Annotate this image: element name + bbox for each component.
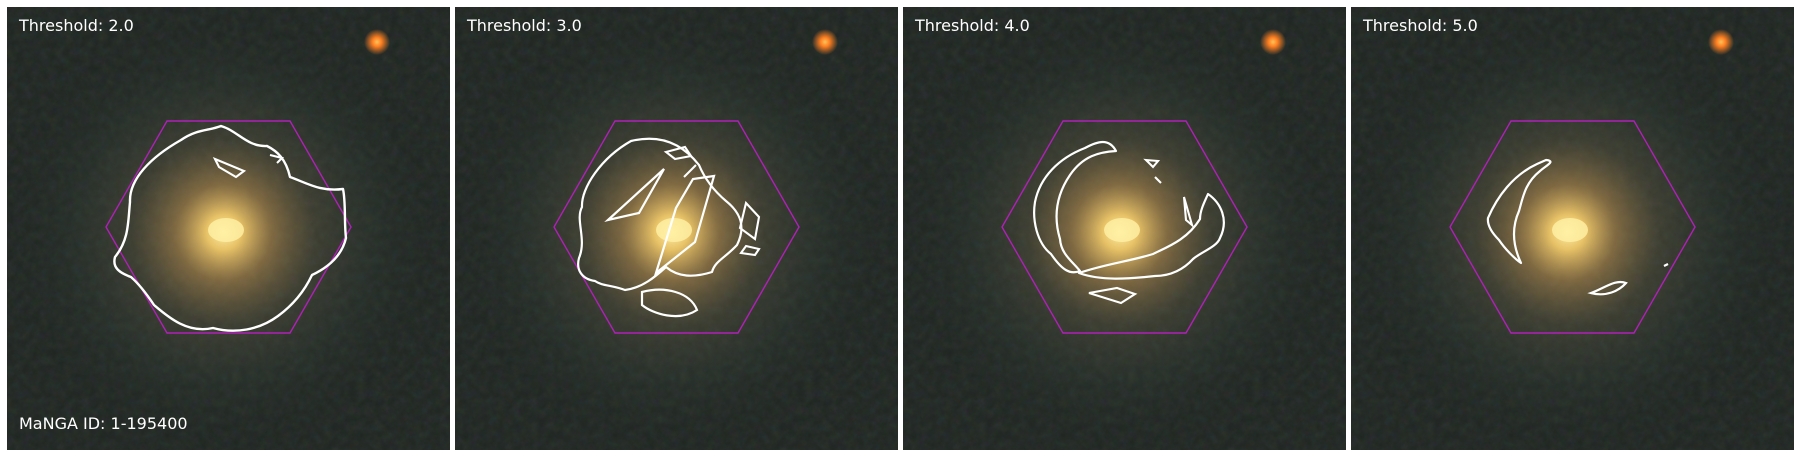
threshold-panel-5: Threshold: 5.0 <box>1351 7 1794 450</box>
contour-fragment <box>604 168 665 222</box>
ifu-hexagon <box>1449 120 1696 334</box>
contour-fragment <box>1182 196 1194 228</box>
contour-fragment <box>640 288 699 318</box>
contour-fragment <box>269 153 285 164</box>
contour-fragment <box>1587 280 1628 296</box>
foreground-star <box>364 29 390 55</box>
ifu-hexagon <box>553 120 800 334</box>
galaxy-image <box>903 7 1346 450</box>
foreground-star <box>1708 29 1734 55</box>
contour-fragment <box>653 174 716 277</box>
contour-fragment <box>1088 286 1138 305</box>
manga-id-label: MaNGA ID: 1-195400 <box>19 414 188 433</box>
contour-fragment <box>1486 158 1552 265</box>
threshold-panel-3: Threshold: 3.0 <box>455 7 898 450</box>
galaxy-image <box>455 7 898 450</box>
threshold-label: Threshold: 4.0 <box>915 16 1030 35</box>
contour-fragment <box>212 156 247 179</box>
ifu-hexagon <box>1001 120 1248 334</box>
threshold-label: Threshold: 5.0 <box>1363 16 1478 35</box>
contour-fragment <box>1663 263 1669 267</box>
ifu-hexagon <box>105 120 352 334</box>
threshold-label: Threshold: 3.0 <box>467 16 582 35</box>
galaxy-image <box>1351 7 1794 450</box>
contour-outline <box>113 124 348 332</box>
galaxy-image <box>7 7 450 450</box>
contour-fragment <box>1077 192 1225 280</box>
contour-fragment <box>1143 158 1162 184</box>
contour-fragment <box>663 145 693 161</box>
threshold-label: Threshold: 2.0 <box>19 16 134 35</box>
contour-fragment <box>738 200 761 241</box>
contour-fragment <box>683 164 761 257</box>
threshold-panel-2: Threshold: 2.0 MaNGA ID: 1-195400 <box>7 7 450 450</box>
foreground-star <box>812 29 838 55</box>
threshold-panel-4: Threshold: 4.0 <box>903 7 1346 450</box>
contour-fragment <box>1033 140 1118 274</box>
foreground-star <box>1260 29 1286 55</box>
